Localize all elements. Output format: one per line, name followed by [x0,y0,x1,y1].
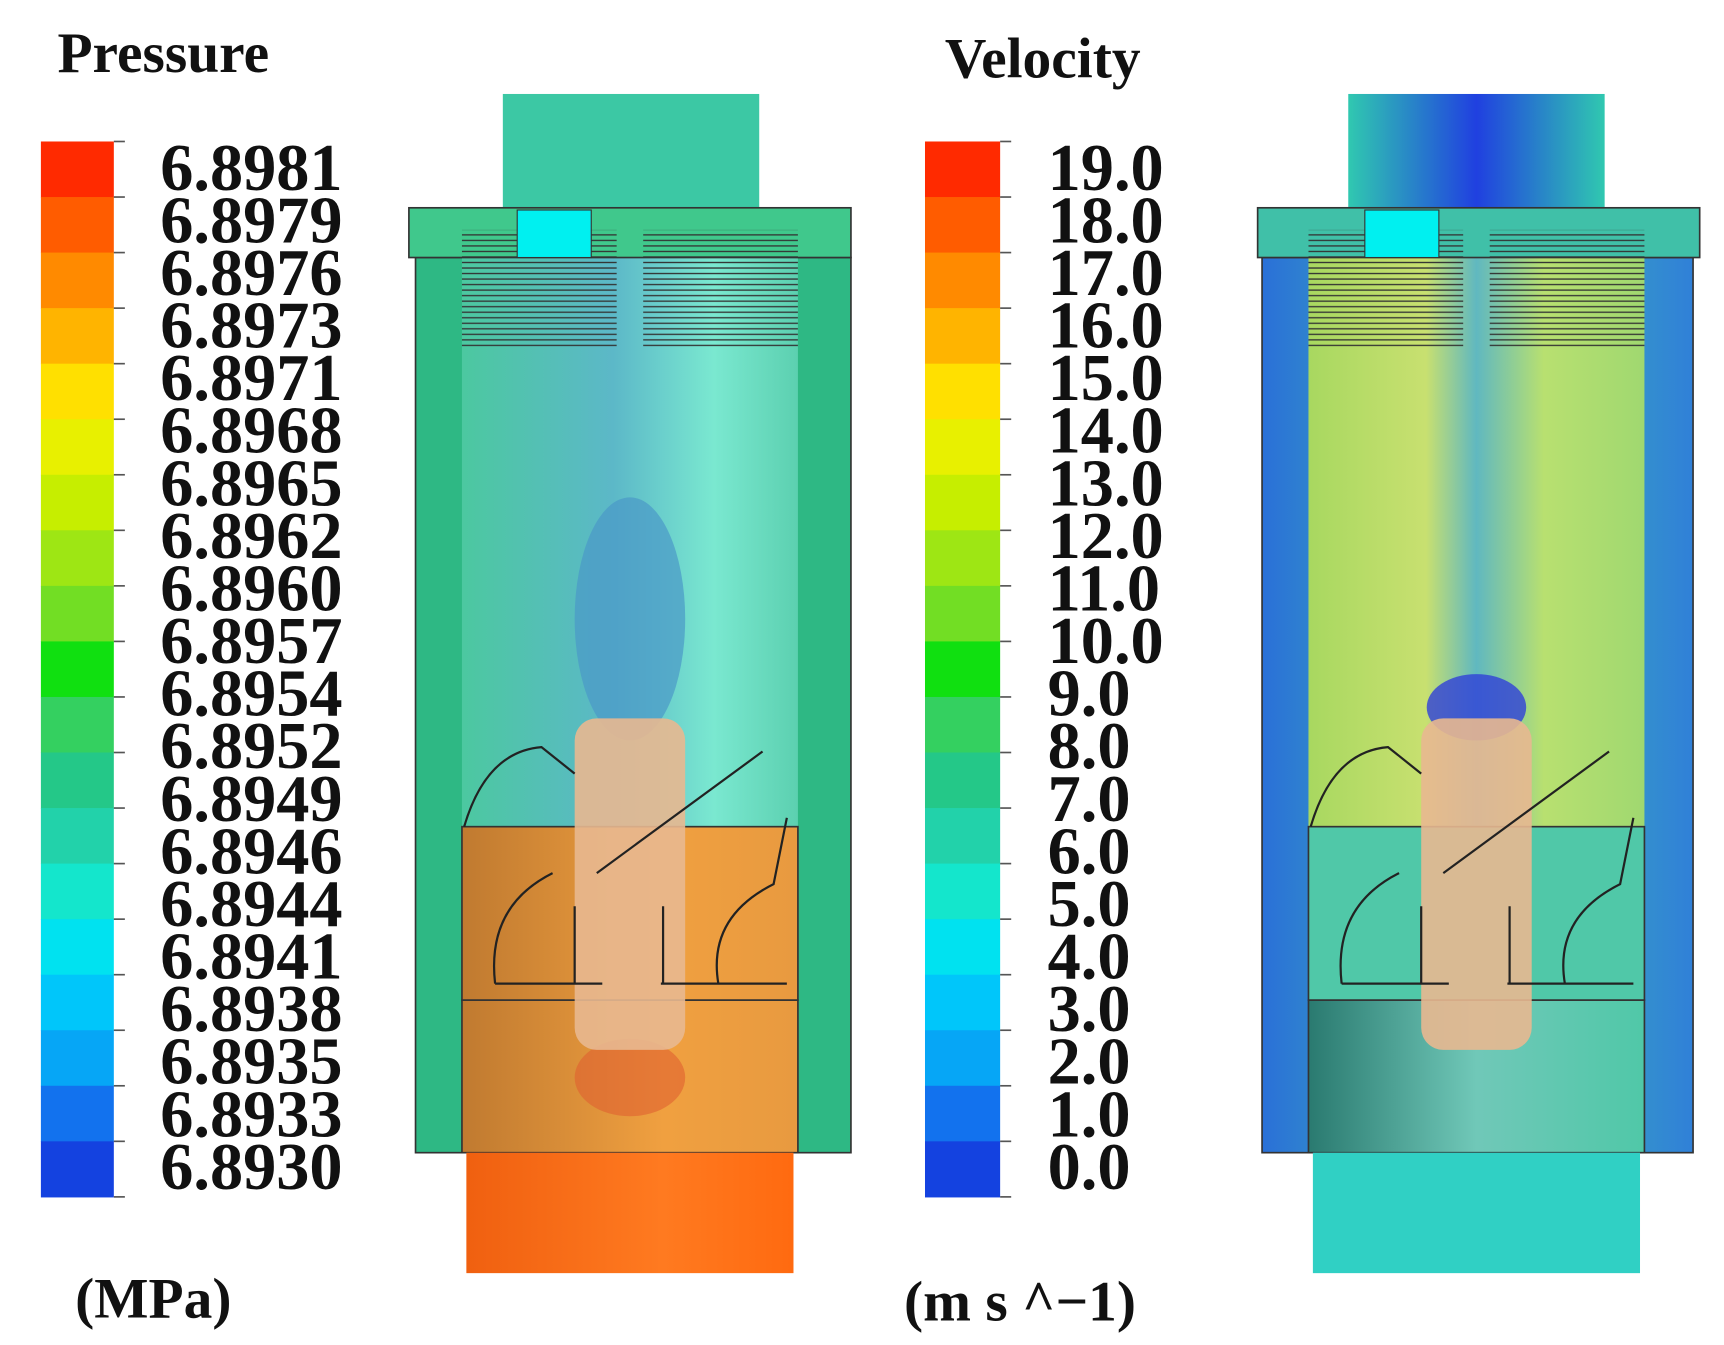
color-band [40,474,114,531]
tick-label: 1.0 [1048,1078,1131,1151]
color-band [924,752,1001,809]
tick-label: 10.0 [1048,605,1164,678]
tick-label: 6.8973 [160,290,342,363]
tick-label: 6.8935 [160,1026,342,1099]
color-band [40,308,114,365]
tick-label: 11.0 [1048,553,1160,626]
color-band [40,1141,114,1198]
color-band [40,919,114,976]
velocity-unit: (m s ^−1) [904,1271,1136,1334]
color-band [924,419,1001,476]
velocity-title: Velocity [945,27,1141,90]
color-band [924,1141,1001,1198]
color-band [924,308,1001,365]
tick-label: 6.8944 [160,868,342,941]
color-band [924,863,1001,920]
tick-label: 6.8979 [160,184,342,257]
tick-label: 6.8960 [160,553,342,626]
color-band [40,252,114,309]
tick-label: 4.0 [1048,921,1131,994]
color-band [40,363,114,420]
tick-label: 6.8946 [160,815,342,888]
tick-label: 17.0 [1048,237,1164,310]
tick-label: 6.0 [1048,815,1131,888]
color-band [40,1085,114,1142]
color-band [924,252,1001,309]
tick-label: 6.8965 [160,447,342,520]
tick-label: 14.0 [1048,395,1164,468]
color-band [40,696,114,754]
pressure-unit: (MPa) [75,1267,231,1330]
pressure-title: Pressure [57,22,269,85]
tick-label: 12.0 [1048,500,1164,573]
color-band [40,641,114,698]
color-band [924,363,1001,420]
tick-label: 13.0 [1048,447,1164,520]
color-band [40,419,114,476]
color-band [924,141,1001,198]
tick-label: 9.0 [1048,658,1131,731]
tick-label: 6.8962 [160,500,342,573]
tick-label: 6.8933 [160,1078,342,1151]
color-band [924,808,1001,865]
tick-label: 3.0 [1048,973,1131,1046]
color-band [924,1030,1001,1087]
color-band [924,585,1001,642]
color-band [40,808,114,865]
tick-label: 6.8938 [160,973,342,1046]
velocity-contour [1256,93,1701,1274]
color-band [924,919,1001,976]
tick-label: 7.0 [1048,763,1131,836]
tick-label: 6.8930 [160,1131,342,1204]
color-band [40,974,114,1031]
tick-label: 6.8957 [160,605,342,678]
tick-label: 6.8968 [160,395,342,468]
tick-label: 15.0 [1048,342,1164,415]
color-band [924,1085,1001,1142]
pressure-contour [408,93,852,1274]
color-band [40,863,114,920]
color-band [924,641,1001,698]
color-band [924,474,1001,531]
color-band [40,197,114,254]
color-band [40,1030,114,1087]
tick-label: 8.0 [1048,710,1131,783]
color-band [40,752,114,809]
tick-label: 6.8954 [160,658,342,731]
color-band [40,585,114,642]
color-band [924,197,1001,254]
color-band [924,696,1001,754]
tick-label: 5.0 [1048,868,1131,941]
tick-label: 16.0 [1048,290,1164,363]
tick-label: 6.8949 [160,763,342,836]
tick-label: 18.0 [1048,184,1164,257]
tick-label: 2.0 [1048,1026,1131,1099]
tick-label: 0.0 [1048,1131,1131,1204]
color-band [924,530,1001,587]
color-band [40,530,114,587]
tick-label: 19.0 [1048,132,1164,205]
color-band [924,974,1001,1031]
tick-label: 6.8976 [160,237,342,310]
tick-label: 6.8941 [160,921,342,994]
tick-label: 6.8981 [160,132,342,205]
tick-label: 6.8971 [160,342,342,415]
tick-label: 6.8952 [160,710,342,783]
color-band [40,141,114,198]
